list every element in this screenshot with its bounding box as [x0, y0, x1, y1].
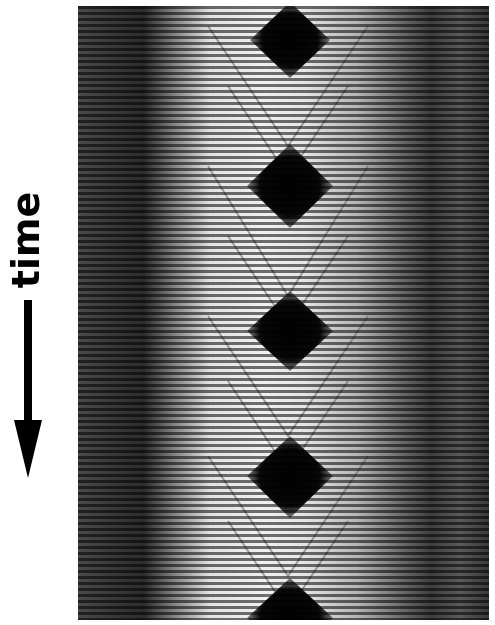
time-axis-label: time — [0, 185, 52, 295]
time-label-text: time — [4, 191, 48, 289]
kymograph-image — [78, 6, 489, 620]
down-arrow-icon — [14, 300, 42, 478]
